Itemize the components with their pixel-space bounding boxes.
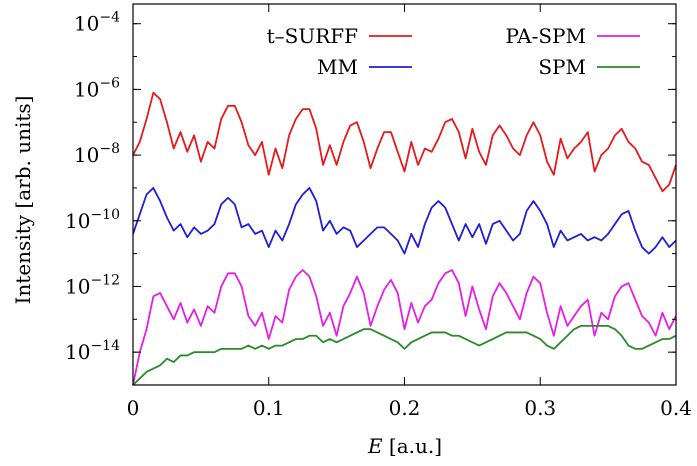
legend-label-spm: SPM [538, 55, 586, 79]
series-line-pa-spm [132, 269, 677, 386]
series-line-t-surff [132, 91, 677, 193]
legend-label-mm: MM [317, 55, 358, 79]
series-layer [132, 91, 677, 386]
series-line-mm [132, 187, 677, 255]
y-axis-label: Intensity [arb. units] [11, 96, 35, 305]
ticks-layer: 0 0.1 0.2 0.3 0.4 10−4 10−6 10−8 10−10 10−12 10−14 [65, 4, 692, 420]
legend: t–SURFF MM PA-SPM SPM [267, 24, 640, 79]
x-tick-label: 0.2 [389, 396, 421, 420]
x-tick-label: 0 [127, 396, 140, 420]
x-axis-label-symbol: E [367, 434, 383, 458]
y-tick-label: 10−8 [74, 141, 120, 167]
x-tick-label: 0.4 [660, 396, 692, 420]
y-tick-label: 10−6 [74, 75, 120, 101]
legend-label-pa-spm: PA-SPM [506, 24, 586, 48]
y-tick-label: 10−10 [65, 207, 120, 233]
y-tick-label: 10−4 [74, 10, 120, 36]
x-axis-label: E [a.u.] [367, 434, 442, 458]
x-tick-label: 0.1 [253, 396, 285, 420]
x-axis-label-units: [a.u.] [383, 434, 442, 458]
x-tick-label: 0.3 [524, 396, 556, 420]
legend-label-t-surff: t–SURFF [267, 24, 359, 48]
series-line-spm [132, 324, 677, 386]
y-tick-label: 10−12 [65, 272, 120, 298]
y-tick-label: 10−14 [65, 338, 120, 364]
